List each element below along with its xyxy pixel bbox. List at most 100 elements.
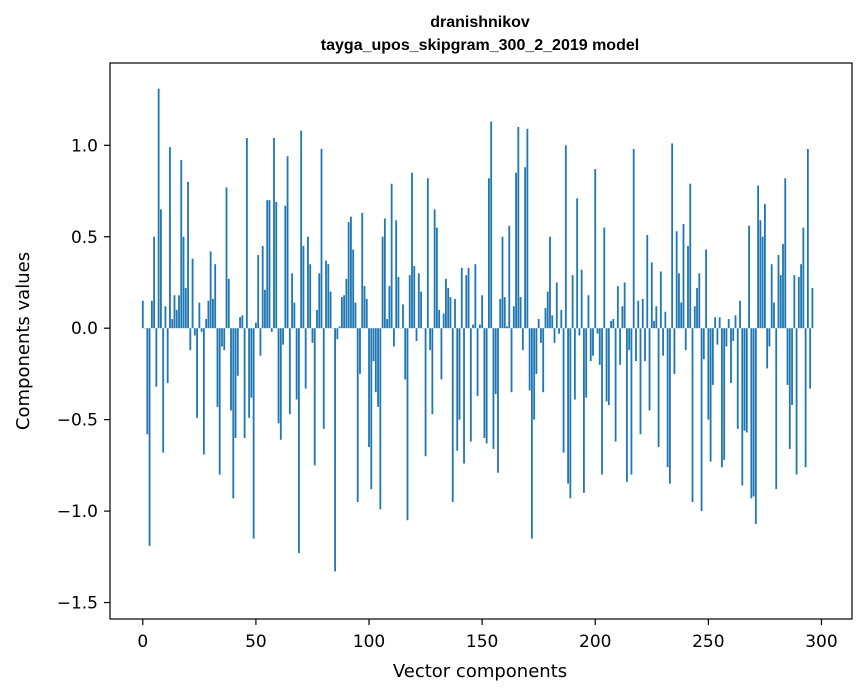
- bar: [187, 181, 189, 329]
- bar: [157, 88, 160, 329]
- plot-frame: [109, 62, 853, 620]
- x-tick-label: 250: [692, 632, 724, 652]
- bar: [630, 328, 633, 475]
- bar: [512, 306, 515, 329]
- bar: [438, 309, 441, 329]
- x-tick-label: 0: [137, 632, 148, 652]
- bar: [347, 222, 350, 329]
- bar: [354, 302, 357, 329]
- bar: [383, 218, 386, 329]
- bar: [293, 302, 296, 329]
- bar: [150, 300, 153, 329]
- bar: [648, 328, 651, 411]
- bar: [714, 317, 717, 329]
- bar: [748, 225, 750, 329]
- bar: [205, 319, 208, 329]
- bar: [223, 328, 226, 351]
- bar: [673, 328, 676, 374]
- bar: [175, 309, 178, 329]
- bar: [503, 297, 506, 329]
- bar: [485, 328, 488, 444]
- bar: [307, 236, 309, 329]
- bar: [515, 172, 517, 329]
- bar: [214, 264, 217, 329]
- bar: [440, 328, 443, 380]
- bar: [567, 328, 569, 484]
- x-tick-label: 100: [353, 632, 385, 652]
- bar: [621, 306, 624, 329]
- bar: [698, 273, 701, 329]
- bar: [178, 295, 180, 329]
- bar: [377, 328, 379, 407]
- bar: [336, 328, 339, 340]
- bar: [612, 319, 615, 329]
- bar: [476, 328, 479, 396]
- bar: [510, 328, 513, 393]
- bar: [711, 328, 714, 385]
- bar: [232, 328, 235, 499]
- bar: [576, 198, 579, 329]
- bar: [727, 319, 730, 329]
- bar: [804, 328, 807, 468]
- bar: [524, 167, 527, 329]
- bar: [460, 267, 463, 329]
- bar: [605, 328, 608, 402]
- bar: [164, 306, 167, 329]
- bar: [200, 328, 203, 332]
- bar: [675, 231, 678, 329]
- bar: [159, 209, 162, 329]
- bars-group: [141, 88, 814, 572]
- bar: [553, 328, 556, 343]
- bar: [743, 328, 746, 431]
- bar: [797, 276, 800, 329]
- bar: [693, 306, 696, 329]
- bar: [268, 200, 271, 329]
- bar: [573, 328, 576, 400]
- bar: [386, 319, 389, 329]
- bar: [508, 225, 511, 329]
- bar: [791, 328, 793, 406]
- bar: [745, 328, 748, 433]
- y-tick-label: −0.5: [57, 411, 98, 431]
- bar: [589, 328, 592, 362]
- bar: [456, 328, 459, 451]
- bar: [666, 328, 669, 468]
- bar: [773, 302, 775, 329]
- y-tick-label: 1.0: [71, 136, 98, 156]
- bar: [653, 320, 655, 329]
- bar: [463, 328, 465, 464]
- bar: [655, 306, 658, 329]
- bar: [601, 328, 603, 475]
- bar: [415, 328, 418, 341]
- bar: [494, 328, 497, 395]
- bar: [236, 328, 239, 376]
- bar: [481, 295, 484, 329]
- bar: [404, 328, 407, 380]
- bar: [356, 328, 359, 502]
- bar: [304, 328, 307, 389]
- y-axis-label: Components values: [13, 252, 34, 430]
- bar: [551, 315, 554, 329]
- bar: [571, 275, 574, 329]
- bar: [302, 245, 305, 329]
- bar: [592, 328, 594, 356]
- bar: [297, 328, 300, 554]
- bar: [469, 328, 472, 442]
- bar: [352, 249, 355, 329]
- bar: [261, 245, 264, 329]
- bar: [696, 287, 698, 329]
- bar: [248, 328, 251, 418]
- bar: [766, 328, 769, 369]
- bar: [499, 298, 502, 329]
- bar: [811, 287, 814, 329]
- bar: [230, 328, 232, 411]
- bar: [775, 328, 778, 490]
- bar: [406, 328, 409, 521]
- bar: [397, 276, 400, 329]
- bar: [628, 328, 631, 351]
- y-tick-label: −1.5: [57, 594, 98, 614]
- bar: [809, 328, 812, 389]
- bar: [544, 308, 547, 329]
- bar: [657, 328, 660, 448]
- bar: [402, 304, 404, 329]
